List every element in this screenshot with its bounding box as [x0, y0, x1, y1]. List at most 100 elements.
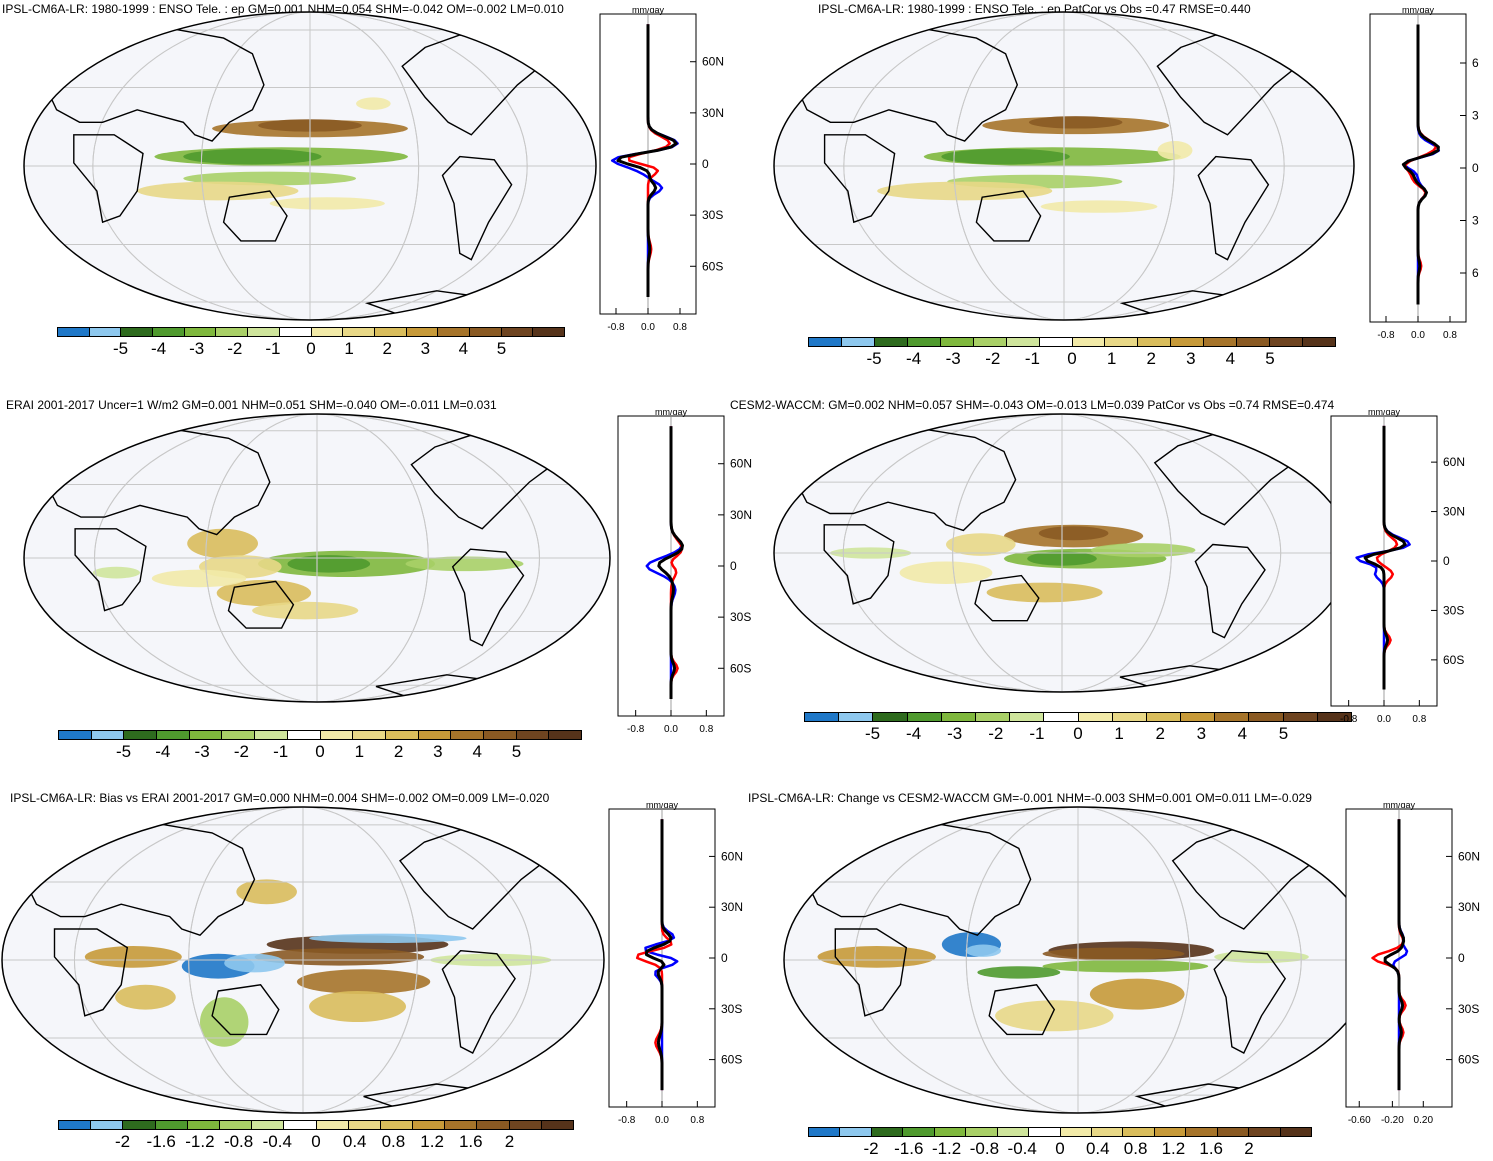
x-tick-label: 0.8	[690, 1115, 704, 1126]
colorbar	[58, 1120, 574, 1130]
colorbar-label: -1.2	[185, 1132, 214, 1152]
x-tick-label: -0.60	[1348, 1115, 1371, 1126]
anomaly-patch	[1090, 979, 1185, 1010]
colorbar-swatch	[185, 328, 217, 336]
x-tick-label: -0.8	[618, 1115, 636, 1126]
lat-tick-label: 0	[730, 559, 737, 573]
colorbar-swatch	[805, 713, 839, 721]
lat-tick-label: 30S	[730, 610, 751, 624]
x-tick-label: -0.8	[1377, 330, 1395, 341]
anomaly-patch	[1042, 948, 1184, 960]
colorbar-swatch	[59, 1121, 91, 1129]
colorbar-label: -2	[234, 742, 249, 762]
anomaly-patch	[946, 533, 1016, 556]
anomaly-patch	[406, 557, 524, 572]
x-tick-label: -0.8	[607, 322, 625, 333]
lat-tick-label: 3	[1472, 109, 1479, 123]
colorbar-swatch	[1138, 338, 1171, 346]
anomaly-patch	[183, 149, 321, 165]
colorbar-swatch	[407, 328, 439, 336]
colorbar-swatch	[153, 328, 185, 336]
x-tick-label: 0.0	[641, 322, 655, 333]
anomaly-patch	[1091, 543, 1195, 557]
colorbar-swatch	[1044, 713, 1078, 721]
panel-ipsl-patcor: IPSL-CM6A-LR: 1980-1999 : ENSO Tele. : e…	[752, 0, 1493, 385]
colorbar-label: 1.2	[420, 1132, 444, 1152]
anomaly-patch	[1041, 200, 1158, 212]
colorbar-swatch	[477, 1121, 509, 1129]
colorbar-label: 0	[311, 1132, 320, 1152]
panel-erai: ERAI 2001-2017 Uncer=1 W/m2 GM=0.001 NHM…	[0, 390, 740, 780]
x-tick-label: 0.8	[1412, 714, 1426, 725]
panel-title: IPSL-CM6A-LR: Change vs CESM2-WACCM GM=-…	[748, 791, 1312, 805]
panel-title: CESM2-WACCM: GM=0.002 NHM=0.057 SHM=-0.0…	[730, 398, 1334, 412]
colorbar-label: -5	[113, 339, 128, 359]
anomaly-patch	[270, 197, 385, 209]
colorbar-swatch	[839, 713, 873, 721]
anomaly-patch	[93, 567, 140, 579]
colorbar-label: 0	[1067, 349, 1076, 369]
colorbar-swatch	[156, 1121, 188, 1129]
colorbar-label: 1	[355, 742, 364, 762]
colorbar-swatch	[1123, 1128, 1154, 1136]
colorbar-swatch	[840, 1128, 871, 1136]
colorbar-swatch	[470, 328, 502, 336]
colorbar-swatch	[1284, 713, 1318, 721]
colorbar-label: 1.6	[1199, 1139, 1223, 1159]
colorbar-label: 1	[1107, 349, 1116, 369]
colorbar-swatch	[1249, 1128, 1280, 1136]
colorbar-swatch	[381, 1121, 413, 1129]
colorbar-label: -3	[947, 724, 962, 744]
world-map	[0, 805, 606, 1115]
panel-ipsl-change: IPSL-CM6A-LR: Change vs CESM2-WACCM GM=-…	[752, 785, 1493, 1154]
colorbar-label: -0.8	[224, 1132, 253, 1152]
lat-tick-label: 0	[721, 951, 728, 965]
colorbar-label: -2	[115, 1132, 130, 1152]
colorbar-label: 1.6	[459, 1132, 483, 1152]
anomaly-patch	[85, 946, 182, 968]
lat-tick-label: 60N	[1443, 455, 1465, 469]
lat-tick-label: 30S	[721, 1002, 742, 1016]
colorbar-label: -0.4	[1008, 1139, 1037, 1159]
anomaly-patch	[966, 945, 1002, 957]
x-tick-label: 0.0	[664, 724, 678, 735]
colorbar-swatch	[91, 1121, 123, 1129]
x-tick-label: -0.8	[627, 724, 645, 735]
colorbar-label: -5	[865, 724, 880, 744]
colorbar-swatch	[809, 1128, 840, 1136]
profile-unit-label: mm/day	[646, 803, 679, 810]
colorbar-swatch	[1204, 338, 1237, 346]
colorbar-swatch	[1079, 713, 1113, 721]
colorbar	[57, 327, 565, 337]
anomaly-patch	[236, 879, 297, 904]
colorbar-swatch	[533, 328, 564, 336]
colorbar-swatch	[809, 338, 842, 346]
colorbar-label: 4	[472, 742, 481, 762]
colorbar-swatch	[935, 1128, 966, 1136]
x-tick-label: -0.20	[1381, 1115, 1404, 1126]
colorbar-swatch	[121, 328, 153, 336]
colorbar-swatch	[517, 731, 550, 739]
profile-unit-label: mm/day	[1368, 410, 1401, 417]
colorbar-swatch	[386, 731, 419, 739]
anomaly-patch	[356, 97, 391, 109]
colorbar-label: -2	[985, 349, 1000, 369]
x-tick-label: 0.20	[1414, 1115, 1434, 1126]
anomaly-patch	[152, 570, 246, 588]
colorbar-swatch	[252, 1121, 284, 1129]
world-map	[22, 10, 598, 322]
profile-unit-label: mm/day	[1383, 803, 1416, 810]
colorbar-swatch	[1171, 338, 1204, 346]
colorbar-swatch	[419, 731, 452, 739]
colorbar-label: 0	[1073, 724, 1082, 744]
lat-tick-label: 30S	[1443, 603, 1464, 617]
x-tick-label: 0.0	[1377, 714, 1391, 725]
lat-tick-label: 30S	[702, 208, 723, 222]
colorbar-swatch	[312, 328, 344, 336]
colorbar-swatch	[1270, 338, 1303, 346]
lat-tick-label: 60S	[702, 259, 723, 273]
